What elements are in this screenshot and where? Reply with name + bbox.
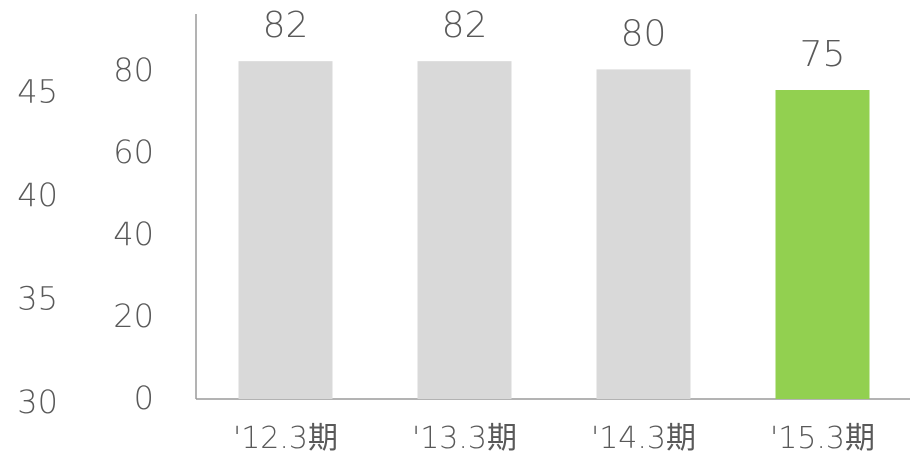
secondary-y-tick-label: 45 <box>17 73 58 111</box>
x-tick-label: '15.3期 <box>770 421 875 456</box>
primary-y-axis: 0 20 40 60 80 <box>113 51 154 417</box>
secondary-y-axis: 30 35 40 45 <box>17 73 58 422</box>
data-label: 75 <box>800 34 846 75</box>
y-tick-label: 60 <box>113 133 154 171</box>
secondary-y-tick-label: 35 <box>17 280 58 318</box>
x-tick-label: '14.3期 <box>591 421 696 456</box>
bar-series <box>238 61 870 400</box>
data-label: 82 <box>442 5 488 46</box>
y-tick-label: 80 <box>113 51 154 89</box>
x-tick-label: '13.3期 <box>412 421 517 456</box>
bar <box>775 90 870 399</box>
data-label: 80 <box>621 13 667 54</box>
bar <box>596 69 691 400</box>
y-tick-label: 20 <box>113 297 154 335</box>
bar <box>238 61 333 399</box>
secondary-y-tick-label: 30 <box>17 383 58 421</box>
x-tick-label: '12.3期 <box>233 421 338 456</box>
data-labels: 82 82 80 75 <box>263 5 846 75</box>
data-label: 82 <box>263 5 309 46</box>
x-axis-tick-labels: '12.3期 '13.3期 '14.3期 '15.3期 <box>233 421 875 456</box>
y-tick-label: 0 <box>134 379 154 417</box>
secondary-y-tick-label: 40 <box>17 176 58 214</box>
y-tick-label: 40 <box>113 215 154 253</box>
bar <box>417 61 512 399</box>
